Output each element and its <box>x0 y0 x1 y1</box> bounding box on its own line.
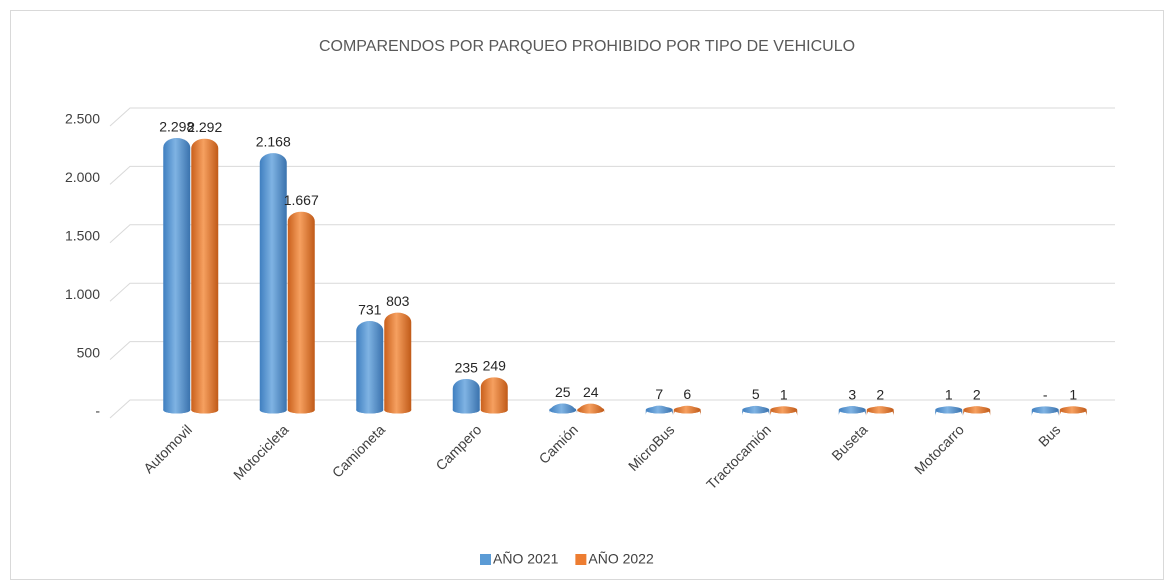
data-label: 803 <box>386 293 410 309</box>
bar <box>191 138 219 414</box>
data-label: 2 <box>876 386 884 402</box>
data-label: 2.298 <box>159 118 194 134</box>
bar <box>935 406 963 416</box>
legend-swatch <box>480 554 491 565</box>
bar <box>770 406 798 416</box>
data-label: 249 <box>483 358 507 374</box>
data-label: 1.667 <box>284 192 319 208</box>
data-label: 2.168 <box>256 133 291 149</box>
data-label: 7 <box>655 386 663 402</box>
y-tick-label: 2.500 <box>65 111 100 127</box>
data-label: 1 <box>780 387 788 403</box>
bar <box>577 403 605 414</box>
y-tick-label: 2.000 <box>65 169 100 185</box>
data-label: 1 <box>1069 387 1077 403</box>
bar <box>356 321 384 414</box>
bar <box>384 312 412 414</box>
bar <box>673 405 701 416</box>
chart-title: COMPARENDOS POR PARQUEO PROHIBIDO POR TI… <box>319 38 855 55</box>
y-tick-label: 500 <box>77 344 101 360</box>
data-label: 24 <box>583 384 599 400</box>
data-label: 25 <box>555 384 571 400</box>
grid-line <box>109 165 1115 185</box>
data-label: - <box>1043 387 1048 403</box>
data-label: 6 <box>683 386 691 402</box>
data-label: 1 <box>945 387 953 403</box>
bar <box>645 405 673 416</box>
bar <box>259 153 287 414</box>
legend-swatch <box>575 554 587 565</box>
data-label: 3 <box>848 386 856 402</box>
y-tick-label: 1.000 <box>65 286 100 302</box>
grid-line <box>109 341 1115 360</box>
bar <box>452 378 480 414</box>
grid-line <box>109 282 1115 302</box>
data-label: 2.292 <box>187 119 222 135</box>
legend-label: AÑO 2021 <box>493 551 559 567</box>
bar <box>163 137 191 414</box>
y-tick-label: 1.500 <box>65 228 100 244</box>
data-label: 731 <box>358 301 382 317</box>
y-tick-label: - <box>95 403 100 419</box>
data-label: 235 <box>455 359 479 375</box>
bar <box>1059 406 1087 416</box>
bar <box>963 406 991 416</box>
data-label: 2 <box>973 386 981 402</box>
grid-line <box>109 224 1115 244</box>
bar <box>866 406 894 416</box>
bar <box>287 211 315 414</box>
legend-label: AÑO 2022 <box>588 551 654 567</box>
grid-line <box>109 399 1115 419</box>
bar <box>549 403 577 414</box>
grid-line <box>109 107 1115 127</box>
bar <box>1031 406 1059 416</box>
bar <box>480 377 508 414</box>
data-label: 5 <box>752 386 760 402</box>
bar <box>838 406 866 416</box>
bar <box>742 405 770 416</box>
